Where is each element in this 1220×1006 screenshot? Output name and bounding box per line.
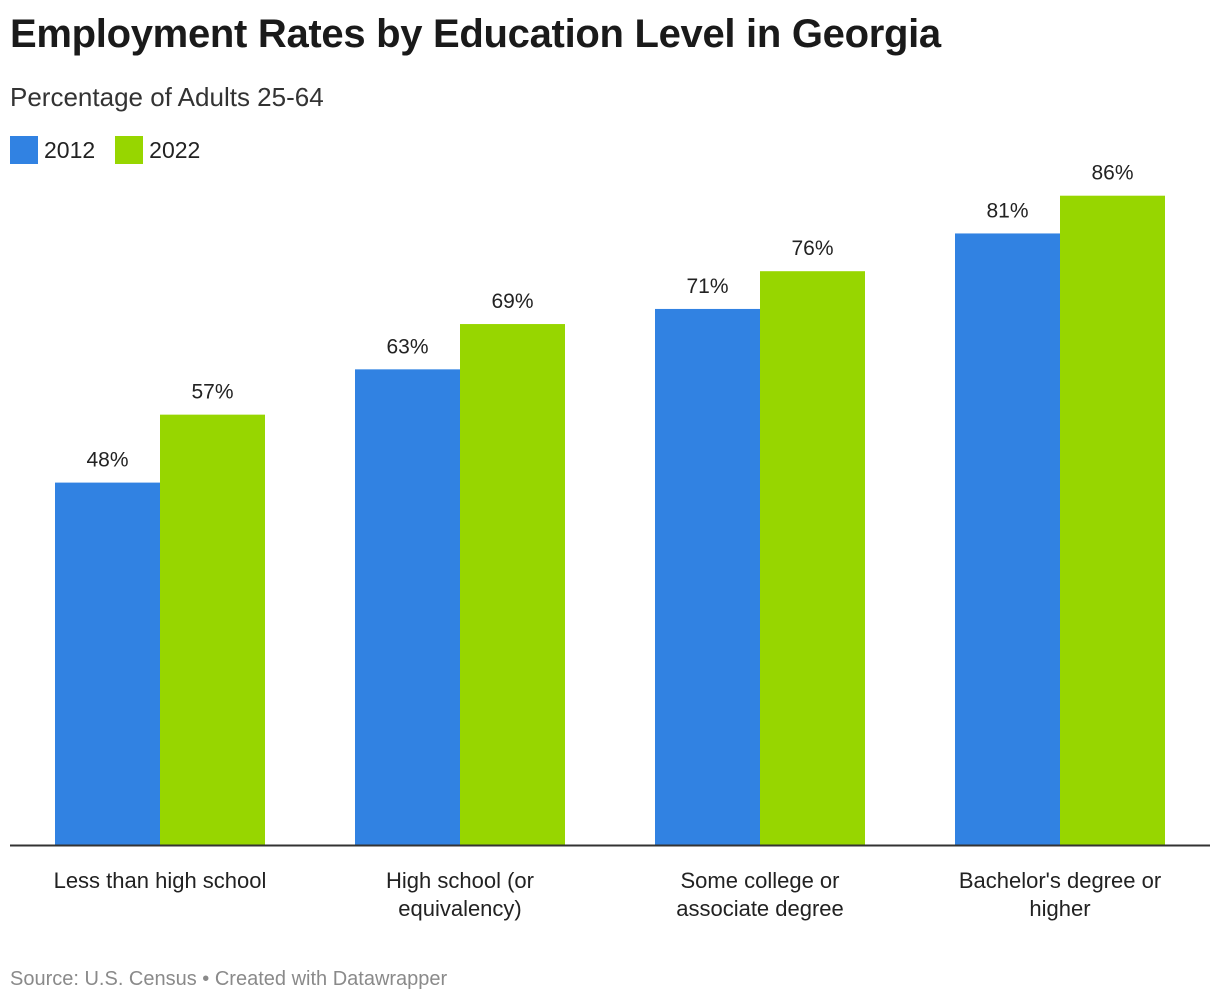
data-label-2022: 69% (491, 290, 533, 313)
data-label-2022: 57% (191, 381, 233, 404)
legend-label-2022: 2022 (149, 136, 201, 163)
bar-group: 63% 69% High school (or equivalency) (355, 290, 565, 921)
bar-2012 (655, 308, 760, 845)
bar-chart: 48% 57% Less than high school 63% 69% High sc… (10, 162, 1210, 921)
category-label: Bachelor's degree or higher (959, 868, 1161, 921)
category-label-line: equivalency) (398, 896, 522, 921)
category-label-line: Some college or (681, 868, 840, 893)
chart-title: Employment Rates by Education Level in G… (10, 12, 941, 56)
bar-2012 (355, 369, 460, 845)
bar-2012 (55, 482, 160, 845)
data-label-2012: 63% (386, 335, 428, 358)
data-label-2012: 81% (986, 199, 1028, 222)
category-label-line: Bachelor's degree or (959, 868, 1161, 893)
data-label-2022: 76% (791, 237, 833, 260)
category-label-line: associate degree (676, 896, 844, 921)
data-label-2012: 71% (686, 275, 728, 298)
bar-2022 (160, 414, 265, 845)
category-label-line: High school (or (386, 868, 534, 893)
category-label-line: Less than high school (54, 868, 267, 893)
legend-item-2012: 2012 (10, 136, 95, 164)
data-label-2012: 48% (86, 449, 128, 472)
bar-group: 71% 76% Some college or associate degree (655, 237, 865, 921)
bar-2022 (1060, 195, 1165, 845)
bar-2012 (955, 233, 1060, 845)
category-label-line: higher (1029, 896, 1090, 921)
legend-item-2022: 2022 (115, 136, 200, 164)
category-label: Some college or associate degree (676, 868, 844, 921)
data-label-2022: 86% (1091, 162, 1133, 185)
category-label: Less than high school (54, 868, 267, 893)
bar-2022 (760, 271, 865, 845)
bar-group: 81% 86% Bachelor's degree or higher (955, 162, 1165, 921)
bar-2022 (460, 324, 565, 845)
category-label: High school (or equivalency) (386, 868, 534, 921)
legend: 2012 2022 (10, 136, 220, 164)
chart-subtitle: Percentage of Adults 25-64 (10, 82, 324, 112)
legend-swatch-2012 (10, 136, 38, 164)
source-note: Source: U.S. Census • Created with Dataw… (10, 968, 448, 990)
legend-swatch-2022 (115, 136, 144, 164)
bar-group: 48% 57% Less than high school (54, 381, 267, 893)
legend-label-2012: 2012 (44, 136, 96, 163)
